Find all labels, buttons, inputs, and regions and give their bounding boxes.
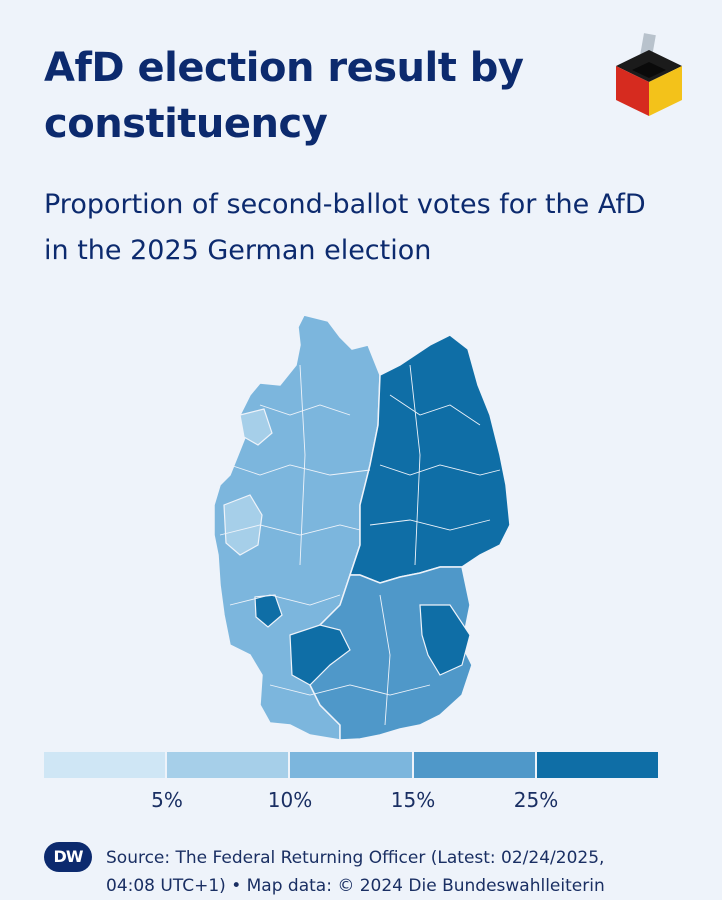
legend-swatch [44,752,168,778]
legend [44,752,659,780]
legend-tick: 5% [151,788,183,812]
constituency-borders [219,364,501,726]
legend-tick: 10% [267,788,313,812]
legend-bar [44,752,659,778]
dw-logo-icon: DW [44,842,92,872]
region-light-west [223,494,263,556]
legend-swatch [167,752,291,778]
chart-subtitle: Proportion of second-ballot votes for th… [44,189,646,266]
source-line: Source: The Federal Returning Officer (L… [106,848,605,868]
region-light-north [239,408,273,446]
legend-tick: 15% [390,788,436,812]
germany-constituency-map [213,314,511,741]
region-dark-bavaria [419,604,471,676]
legend-swatch [290,752,414,778]
footer: DW Source: The Federal Returning Officer… [44,842,684,898]
legend-swatch [536,752,659,778]
chart-title: AfD election result by constituency [44,45,524,147]
ballot-box-icon [616,33,682,116]
legend-tick: 25% [513,788,559,812]
region-east [348,334,511,584]
source-line: 04:08 UTC+1) • Map data: © 2024 Die Bund… [106,876,605,896]
legend-swatch [413,752,537,778]
source-text: Source: The Federal Returning Officer (L… [106,844,686,900]
region-dark-bw [289,624,351,686]
